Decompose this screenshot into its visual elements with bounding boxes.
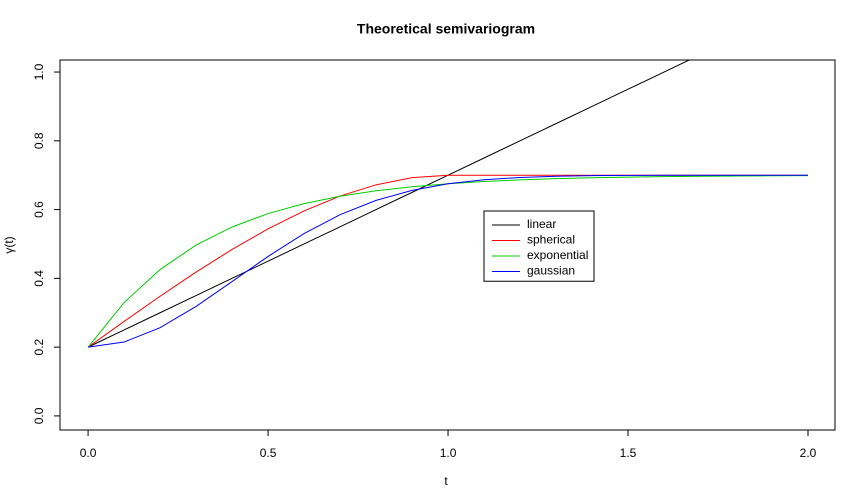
- y-tick-label: 0.0: [32, 407, 46, 424]
- x-tick-label: 1.0: [440, 446, 457, 460]
- series-line: [88, 174, 809, 348]
- y-tick-label: 1.0: [32, 63, 46, 80]
- x-tick-label: 0.0: [80, 446, 97, 460]
- x-axis-label: t: [444, 474, 448, 488]
- series-line: [87, 174, 809, 348]
- plot-area: [87, 60, 809, 348]
- series-line: [87, 175, 809, 348]
- chart-title: Theoretical semivariogram: [357, 21, 535, 37]
- x-tick-label: 2.0: [800, 446, 817, 460]
- y-axis-label: γ(t): [2, 236, 16, 253]
- y-tick-label: 0.2: [32, 338, 46, 355]
- x-tick-label: 0.5: [260, 446, 277, 460]
- plot-frame: [59, 59, 836, 431]
- legend-label: linear: [527, 217, 556, 231]
- legend-label: spherical: [527, 233, 575, 247]
- legend-box: [483, 210, 595, 282]
- legend-label: gaussian: [527, 264, 575, 278]
- legend-label: exponential: [527, 248, 588, 262]
- x-tick-label: 1.5: [620, 446, 637, 460]
- y-tick-label: 0.4: [32, 270, 46, 287]
- y-tick-label: 0.6: [32, 201, 46, 218]
- y-tick-label: 0.8: [32, 132, 46, 149]
